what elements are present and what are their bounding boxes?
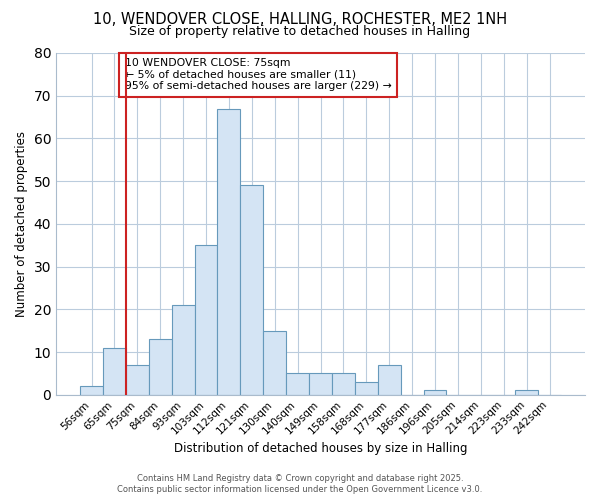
Bar: [149, 339, 172, 394]
Bar: [194, 245, 217, 394]
Text: 10 WENDOVER CLOSE: 75sqm
← 5% of detached houses are smaller (11)
95% of semi-de: 10 WENDOVER CLOSE: 75sqm ← 5% of detache…: [125, 58, 392, 92]
Bar: [515, 390, 538, 394]
Bar: [80, 386, 103, 394]
Bar: [217, 108, 241, 395]
Text: 10, WENDOVER CLOSE, HALLING, ROCHESTER, ME2 1NH: 10, WENDOVER CLOSE, HALLING, ROCHESTER, …: [93, 12, 507, 28]
Bar: [103, 348, 126, 395]
Bar: [424, 390, 446, 394]
Bar: [126, 365, 149, 394]
Bar: [355, 382, 378, 394]
Y-axis label: Number of detached properties: Number of detached properties: [15, 131, 28, 317]
Bar: [332, 374, 355, 394]
X-axis label: Distribution of detached houses by size in Halling: Distribution of detached houses by size …: [174, 442, 467, 455]
Bar: [241, 186, 263, 394]
Bar: [263, 330, 286, 394]
Text: Contains HM Land Registry data © Crown copyright and database right 2025.
Contai: Contains HM Land Registry data © Crown c…: [118, 474, 482, 494]
Bar: [172, 305, 194, 394]
Bar: [286, 374, 309, 394]
Bar: [378, 365, 401, 394]
Bar: [309, 374, 332, 394]
Text: Size of property relative to detached houses in Halling: Size of property relative to detached ho…: [130, 25, 470, 38]
